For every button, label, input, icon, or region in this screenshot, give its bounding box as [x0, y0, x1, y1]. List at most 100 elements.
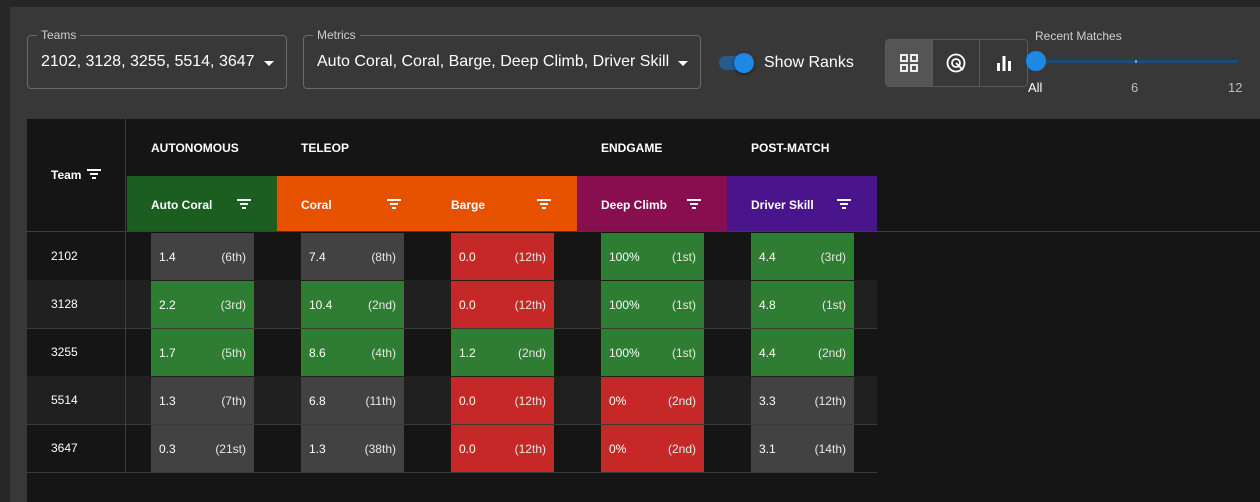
filter-icon[interactable]	[387, 198, 401, 210]
teams-select[interactable]: Teams 2102, 3128, 3255, 5514, 3647	[27, 27, 287, 89]
team-number: 5514	[51, 393, 78, 407]
metric-cell: 10.4 (2nd)	[301, 281, 404, 328]
team-cell: 2102	[27, 232, 126, 280]
metrics-dropdown-arrow-icon[interactable]	[678, 61, 688, 66]
metric-value: 0.0	[459, 298, 476, 312]
metric-rank: (8th)	[371, 250, 396, 264]
radar-view-button[interactable]	[933, 40, 980, 86]
filter-icon[interactable]	[687, 198, 701, 210]
metric-header[interactable]: Barge	[427, 176, 577, 231]
team-number: 2102	[51, 249, 78, 263]
metric-value: 1.3	[159, 394, 176, 408]
metric-header[interactable]: Deep Climb	[577, 176, 727, 231]
metric-rank: (12th)	[514, 298, 546, 312]
metric-rank: (11th)	[365, 394, 396, 408]
metric-rank: (12th)	[514, 442, 546, 456]
table-row: 5514 1.3 (7th) 6.8 (11th) 0.0 (12th) 0% (2nd) 3.3…	[27, 376, 877, 424]
group-header-endgame: ENDGAME	[601, 141, 663, 155]
metric-value: 1.2	[459, 346, 476, 360]
bar-chart-view-button[interactable]	[980, 40, 1027, 86]
team-cell: 3255	[27, 328, 126, 376]
recent-matches-label: Recent Matches	[1035, 29, 1122, 43]
recent-matches-slider-thumb[interactable]	[1026, 51, 1046, 71]
team-column-header[interactable]: Team	[27, 119, 126, 231]
team-header-label: Team	[51, 168, 82, 182]
team-number: 3128	[51, 297, 78, 311]
team-number: 3647	[51, 441, 78, 455]
metric-value: 8.6	[309, 346, 326, 360]
metric-rank: (2nd)	[667, 394, 696, 408]
metric-cell: 1.3 (7th)	[151, 377, 254, 424]
group-header-autonomous: AUTONOMOUS	[151, 141, 239, 155]
row-divider	[27, 328, 877, 329]
metric-cell: 1.3 (38th)	[301, 425, 404, 472]
metric-cell: 4.8 (1st)	[751, 281, 854, 328]
metric-rank: (2nd)	[667, 442, 696, 456]
metric-rank: (38th)	[364, 442, 396, 456]
metric-value: 10.4	[309, 298, 333, 312]
metric-value: 100%	[609, 346, 640, 360]
metric-rank: (2nd)	[517, 346, 546, 360]
metric-rank: (12th)	[514, 250, 546, 264]
metric-header-label: Driver Skill	[751, 198, 814, 212]
group-header-teleop: TELEOP	[301, 141, 350, 155]
grid-view-button[interactable]	[886, 40, 933, 86]
slider-tick-6	[1135, 60, 1137, 63]
header-divider	[27, 231, 1260, 232]
metric-cell: 100% (1st)	[601, 281, 704, 328]
metric-cell: 0.3 (21st)	[151, 425, 254, 472]
metric-value: 3.1	[759, 442, 776, 456]
metric-rank: (4th)	[371, 346, 396, 360]
radar-view-icon	[946, 53, 966, 73]
table-row: 3255 1.7 (5th) 8.6 (4th) 1.2 (2nd) 100% (1st) 4.4…	[27, 328, 877, 376]
metrics-select-label: Metrics	[313, 27, 360, 43]
filter-icon[interactable]	[237, 198, 251, 210]
metric-value: 0.0	[459, 394, 476, 408]
toggle-thumb[interactable]	[734, 53, 754, 73]
metric-value: 100%	[609, 250, 640, 264]
metric-rank: (14th)	[814, 442, 846, 456]
filter-icon[interactable]	[87, 168, 101, 180]
metric-cell: 1.4 (6th)	[151, 233, 254, 280]
metric-rank: (1st)	[672, 346, 696, 360]
metric-value: 0.0	[459, 442, 476, 456]
filter-icon[interactable]	[837, 198, 851, 210]
metric-value: 0.0	[459, 250, 476, 264]
metric-rank: (2nd)	[367, 298, 396, 312]
metric-value: 2.2	[159, 298, 176, 312]
team-cell: 3647	[27, 424, 126, 472]
metrics-select-value: Auto Coral, Coral, Barge, Deep Climb, Dr…	[317, 53, 670, 70]
metric-value: 1.3	[309, 442, 326, 456]
row-divider	[27, 424, 877, 425]
metric-value: 4.8	[759, 298, 776, 312]
metric-header[interactable]: Auto Coral	[127, 176, 277, 231]
metric-header[interactable]: Coral	[277, 176, 427, 231]
slider-mark-all: All	[1028, 80, 1043, 95]
metric-header[interactable]: Driver Skill	[727, 176, 877, 231]
slider-mark-6: 6	[1131, 80, 1139, 95]
metric-value: 3.3	[759, 394, 776, 408]
table-row: 3647 0.3 (21st) 1.3 (38th) 0.0 (12th) 0% (2nd) 3.…	[27, 424, 877, 472]
metric-rank: (1st)	[672, 298, 696, 312]
view-mode-group	[885, 39, 1028, 87]
metric-rank: (21st)	[215, 442, 246, 456]
metric-cell: 6.8 (11th)	[301, 377, 404, 424]
metric-cell: 4.4 (3rd)	[751, 233, 854, 280]
row-divider	[27, 472, 877, 473]
metric-rank: (6th)	[221, 250, 246, 264]
filter-icon[interactable]	[537, 198, 551, 210]
teams-dropdown-arrow-icon[interactable]	[264, 61, 274, 66]
show-ranks-label: Show Ranks	[764, 54, 854, 71]
teams-select-label: Teams	[37, 27, 81, 43]
metric-header-label: Coral	[301, 198, 332, 212]
metric-header-label: Auto Coral	[151, 198, 213, 212]
metric-cell: 3.3 (12th)	[751, 377, 854, 424]
metric-rank: (3rd)	[820, 250, 846, 264]
grid-view-icon	[900, 54, 918, 72]
metric-cell: 0.0 (12th)	[451, 233, 554, 280]
metric-cell: 100% (1st)	[601, 329, 704, 376]
recent-matches-slider-track[interactable]	[1036, 60, 1238, 63]
show-ranks-toggle[interactable]	[717, 53, 755, 73]
metrics-select[interactable]: Metrics Auto Coral, Coral, Barge, Deep C…	[303, 27, 701, 89]
metric-rank: (1st)	[822, 298, 846, 312]
